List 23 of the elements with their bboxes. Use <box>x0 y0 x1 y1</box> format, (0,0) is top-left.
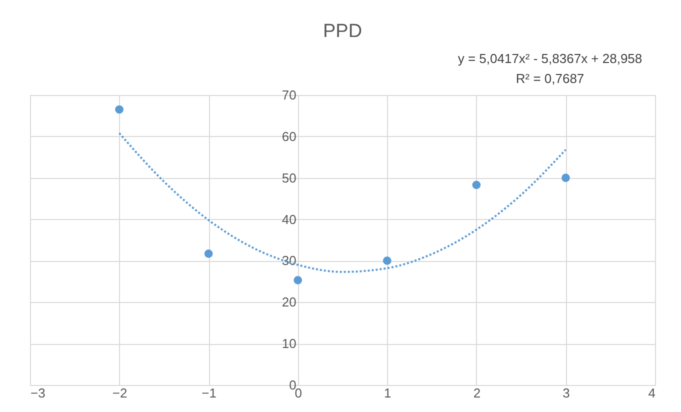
chart-title: PPD <box>322 21 362 42</box>
text: y = 5,0417x² - 5,8367x + 28,958 <box>458 51 642 66</box>
point <box>204 249 213 258</box>
y-tick-label: 10 <box>282 336 296 352</box>
x-tick-label: 4 <box>648 386 656 400</box>
x-tick-label: 3 <box>562 386 570 400</box>
y-tick-label: 40 <box>282 212 296 227</box>
point <box>562 174 570 182</box>
point <box>115 105 124 114</box>
x-tick-label: −1 <box>202 386 216 400</box>
point <box>382 256 392 265</box>
x-tick-label: −3 <box>30 386 46 400</box>
y-tick-label: 70 <box>282 88 296 102</box>
y-tick-label: 60 <box>282 128 296 144</box>
x-tick-label: −2 <box>112 386 128 400</box>
text: R² = 0,7687 <box>516 71 584 86</box>
y-tick-label: 20 <box>282 294 296 310</box>
y-tick-label: 50 <box>282 170 296 186</box>
x-tick-label: 2 <box>473 386 481 400</box>
line-series <box>118 132 567 273</box>
point <box>294 276 302 284</box>
point <box>472 180 481 190</box>
x-tick-label: 1 <box>384 386 392 400</box>
